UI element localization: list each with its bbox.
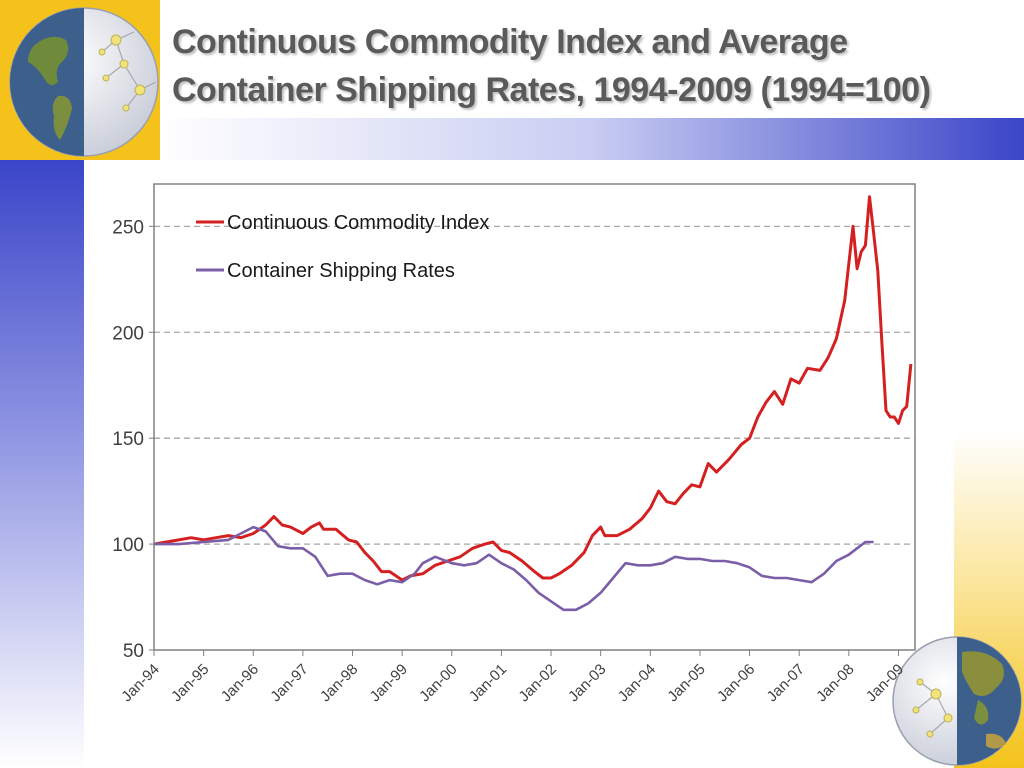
legend-label: Container Shipping Rates [227,260,455,282]
y-tick-label: 250 [112,217,144,238]
slide-title-line-2: Container Shipping Rates, 1994-2009 (199… [172,71,931,109]
legend-label: Continuous Commodity Index [227,212,489,234]
x-tick-label: Jan-95 [168,661,212,705]
x-tick-label: Jan-04 [615,661,659,705]
globe-asia-icon [892,636,1022,766]
y-tick-label: 50 [123,641,144,662]
x-tick-label: Jan-02 [515,661,559,705]
x-tick-label: Jan-07 [764,661,808,705]
series-line-commodity-index [153,195,913,582]
slide-title-line-1: Continuous Commodity Index and Average [172,23,848,61]
slide-title-gradient-band [160,118,1024,160]
x-tick-label: Jan-94 [118,661,162,705]
x-tick-label: Jan-05 [664,661,708,705]
x-tick-label: Jan-97 [267,661,311,705]
slide-left-gradient-bar [0,160,84,768]
y-tick-label: 150 [112,429,144,450]
x-tick-label: Jan-06 [714,661,758,705]
plot-area-frame [153,183,916,651]
y-tick-label: 200 [112,323,144,344]
globe-americas-icon [9,7,159,157]
x-tick-label: Jan-96 [218,661,262,705]
x-tick-label: Jan-01 [466,661,510,705]
x-tick-label: Jan-00 [416,661,460,705]
x-tick-label: Jan-98 [317,661,361,705]
x-tick-label: Jan-03 [565,661,609,705]
series-line-shipping-rates [154,525,874,612]
x-tick-label: Jan-09 [863,661,907,705]
y-tick-label: 100 [112,535,144,556]
x-tick-label: Jan-99 [367,661,411,705]
slide-title: Continuous Commodity Index and Average C… [172,18,1012,114]
x-tick-label: Jan-08 [813,661,857,705]
